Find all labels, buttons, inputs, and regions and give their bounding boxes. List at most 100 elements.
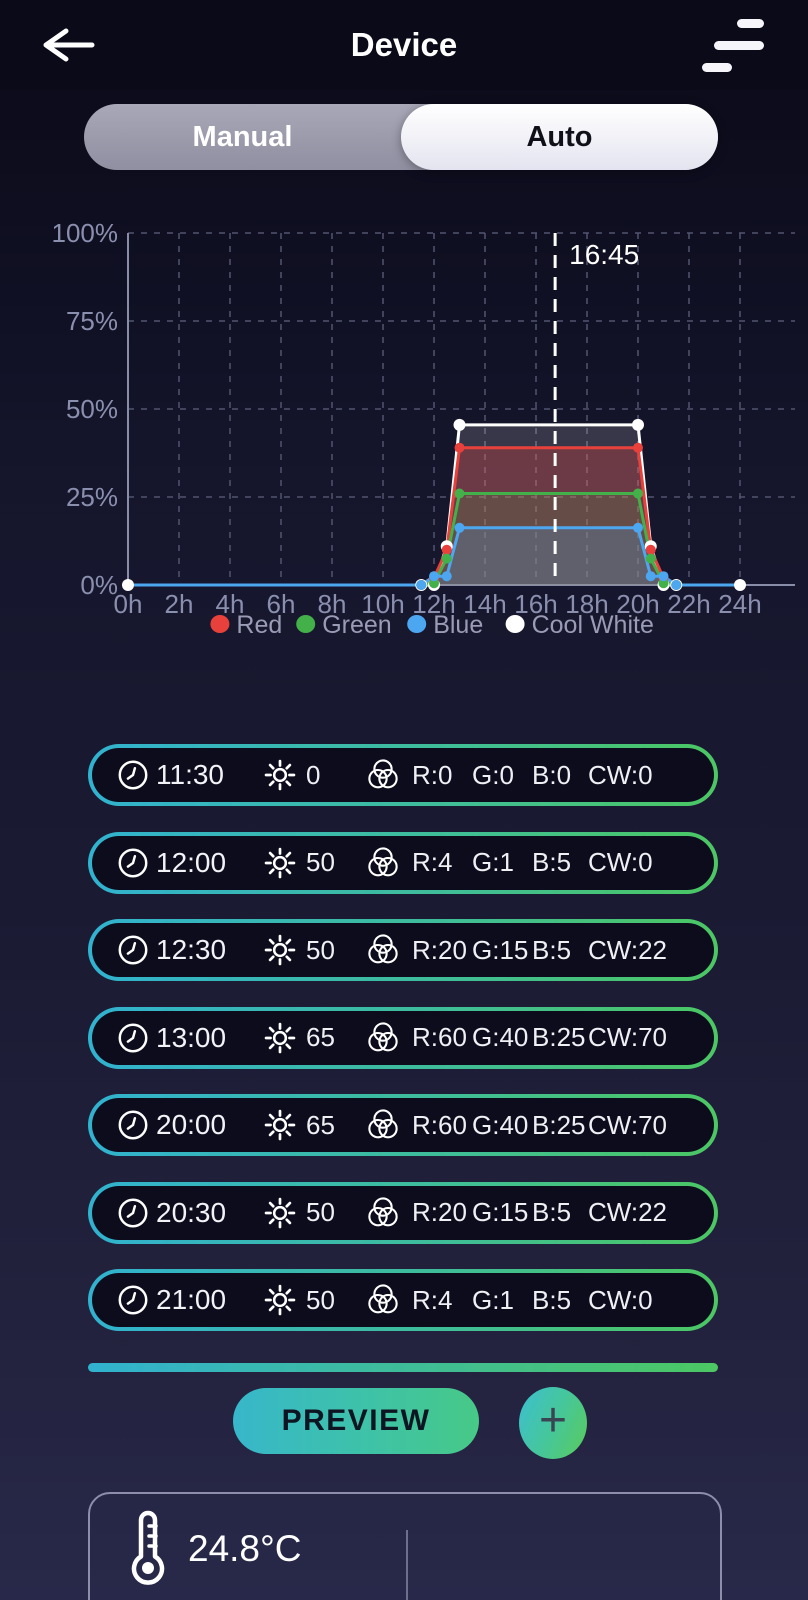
svg-text:20h: 20h [616, 589, 659, 619]
red-value: R:60 [412, 1022, 467, 1052]
svg-text:22h: 22h [667, 589, 710, 619]
blue-value: B:5 [532, 847, 572, 877]
coolwhite-value: CW:0 [588, 847, 653, 877]
brightness-value: 65 [306, 1109, 335, 1140]
brightness-value: 65 [306, 1022, 335, 1052]
rgb-circles-icon [362, 931, 404, 969]
red-value: R:4 [412, 847, 453, 877]
schedule-row[interactable]: 20:00 65 [88, 1094, 718, 1156]
mode-toggle: Manual Auto [84, 104, 718, 170]
svg-text:24h: 24h [718, 589, 761, 619]
schedule-time: 11:30 [156, 759, 224, 790]
blue-value: B:5 [532, 1284, 572, 1315]
svg-text:25%: 25% [66, 482, 118, 512]
coolwhite-value: CW:22 [588, 934, 667, 965]
header: Device [0, 0, 808, 90]
clock-icon [116, 758, 150, 792]
menu-lines-icon [737, 19, 764, 28]
brightness-icon [262, 1107, 298, 1143]
temperature-value: 24.8°C [188, 1528, 302, 1569]
blue-value: B:5 [532, 934, 572, 965]
brightness-icon [262, 1020, 298, 1056]
brightness-icon [262, 932, 298, 968]
svg-text:12h: 12h [412, 589, 455, 619]
schedule-row[interactable]: 20:30 50 [88, 1181, 718, 1244]
green-value: G:40 [472, 1109, 529, 1140]
brightness-value: 0 [306, 759, 321, 790]
green-value: G:1 [472, 847, 514, 877]
schedule-row[interactable]: 11:30 0 [88, 744, 718, 806]
clock-icon [116, 1021, 150, 1055]
page-title: Device [350, 26, 458, 63]
blue-value: B:5 [532, 1197, 572, 1227]
schedule-time: 21:00 [156, 1284, 227, 1315]
svg-text:10h: 10h [361, 589, 404, 619]
schedule-row[interactable]: 21:00 50 [88, 1269, 718, 1331]
schedule-chart: 16:45 0% 25% 50% 75% 100% 0h 2h 4h 6h 8h 10h 12h 14h 1… [0, 192, 808, 654]
schedule-time: 20:30 [156, 1196, 227, 1228]
svg-text:100%: 100% [52, 218, 119, 248]
blue-value: B:25 [532, 1109, 586, 1140]
red-value: R:60 [412, 1109, 467, 1140]
arrow-left-icon [43, 28, 95, 62]
svg-text:0%: 0% [80, 570, 118, 600]
preview-button[interactable]: PREVIEW [233, 1388, 479, 1454]
brightness-value: 50 [306, 1284, 335, 1315]
menu-button[interactable] [702, 12, 764, 76]
back-button[interactable] [36, 22, 100, 68]
svg-text:16h: 16h [514, 589, 557, 619]
clock-icon [116, 1283, 150, 1317]
schedule-row-partial[interactable] [88, 1363, 718, 1372]
green-value: G:15 [472, 1197, 529, 1227]
brightness-icon [262, 757, 298, 793]
rgb-circles-icon [362, 1194, 404, 1232]
coolwhite-value: CW:70 [588, 1022, 667, 1052]
brightness-value: 50 [306, 1197, 335, 1227]
brightness-icon [262, 845, 298, 881]
rgb-circles-icon [362, 1281, 404, 1319]
svg-text:4h: 4h [216, 589, 245, 619]
svg-text:Red: Red [236, 611, 282, 639]
brightness-icon [262, 1195, 298, 1231]
svg-text:14h: 14h [463, 589, 506, 619]
clock-icon [116, 1196, 150, 1230]
chart-canvas: 16:45 0% 25% 50% 75% 100% 0h 2h 4h 6h 8h 10h 12h 14h 1… [52, 218, 795, 639]
svg-text:2h: 2h [165, 589, 194, 619]
brightness-value: 50 [306, 847, 335, 877]
clock-icon [116, 846, 150, 880]
coolwhite-value: CW:0 [588, 1284, 653, 1315]
blue-value: B:0 [532, 759, 572, 790]
rgb-circles-icon [362, 756, 404, 794]
svg-text:0h: 0h [114, 589, 143, 619]
svg-text:8h: 8h [318, 589, 347, 619]
coolwhite-value: CW:70 [588, 1109, 667, 1140]
green-value: G:15 [472, 934, 529, 965]
svg-text:75%: 75% [66, 306, 118, 336]
red-value: R:20 [412, 934, 467, 965]
coolwhite-value: CW:22 [588, 1197, 667, 1227]
red-value: R:20 [412, 1197, 467, 1227]
panel-divider [406, 1530, 408, 1600]
add-schedule-button[interactable]: + [519, 1387, 587, 1459]
blue-value: B:25 [532, 1022, 586, 1052]
schedule-row[interactable]: 13:00 65 [88, 1006, 718, 1069]
schedule-list: 11:30 0 [88, 744, 718, 1357]
green-value: G:1 [472, 1284, 514, 1315]
svg-text:18h: 18h [565, 589, 608, 619]
svg-text:Blue: Blue [433, 611, 483, 639]
clock-icon [116, 1108, 150, 1142]
rgb-circles-icon [362, 1019, 404, 1057]
rgb-circles-icon [362, 1106, 404, 1144]
svg-text:Green: Green [322, 611, 391, 639]
tab-manual[interactable]: Manual [192, 120, 293, 153]
schedule-row[interactable]: 12:00 50 [88, 831, 718, 894]
svg-text:Cool White: Cool White [532, 611, 654, 639]
status-panel: 24.8°C [88, 1492, 722, 1600]
clock-icon [116, 933, 150, 967]
svg-text:6h: 6h [267, 589, 296, 619]
tab-auto[interactable]: Auto [401, 104, 718, 170]
svg-text:50%: 50% [66, 394, 118, 424]
brightness-icon [262, 1282, 298, 1318]
schedule-row[interactable]: 12:30 50 [88, 919, 718, 981]
